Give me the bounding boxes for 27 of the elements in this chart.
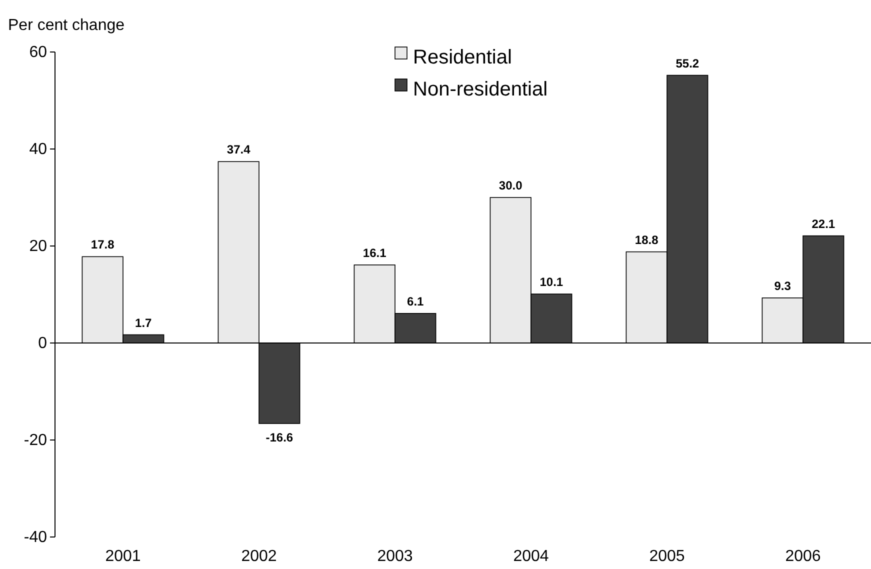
data-label: 37.4 — [226, 142, 251, 157]
x-tick-label: 2002 — [241, 548, 277, 565]
x-tick-label: 2003 — [377, 548, 413, 565]
data-label: 9.3 — [774, 278, 792, 293]
data-label: -16.6 — [266, 430, 294, 445]
data-label: 30.0 — [498, 178, 523, 192]
y-tick-label: 0 — [38, 335, 48, 352]
data-label: 55.2 — [676, 56, 700, 70]
y-axis-title: Per cent change — [8, 17, 125, 34]
x-tick-label: 2001 — [105, 548, 141, 565]
x-tick-label: 2004 — [513, 548, 549, 565]
y-tick-label: 20 — [29, 238, 48, 256]
data-label: 6.1 — [407, 294, 424, 308]
data-label: 10.1 — [540, 275, 564, 290]
y-tick-label: -40 — [24, 529, 48, 546]
x-tick-label: 2006 — [785, 548, 821, 565]
y-tick-label: 60 — [29, 44, 48, 62]
y-tick-label: 40 — [29, 141, 48, 158]
y-tick-label: -20 — [24, 432, 48, 450]
data-label: 18.8 — [634, 232, 659, 247]
data-label: 1.7 — [135, 316, 152, 330]
legend-label: Residential — [413, 46, 512, 68]
data-label: 22.1 — [812, 216, 836, 231]
x-tick-label: 2005 — [649, 548, 685, 565]
data-label: 16.1 — [362, 246, 387, 260]
data-label: 17.8 — [90, 238, 115, 252]
legend-label: Non-residential — [413, 78, 548, 100]
